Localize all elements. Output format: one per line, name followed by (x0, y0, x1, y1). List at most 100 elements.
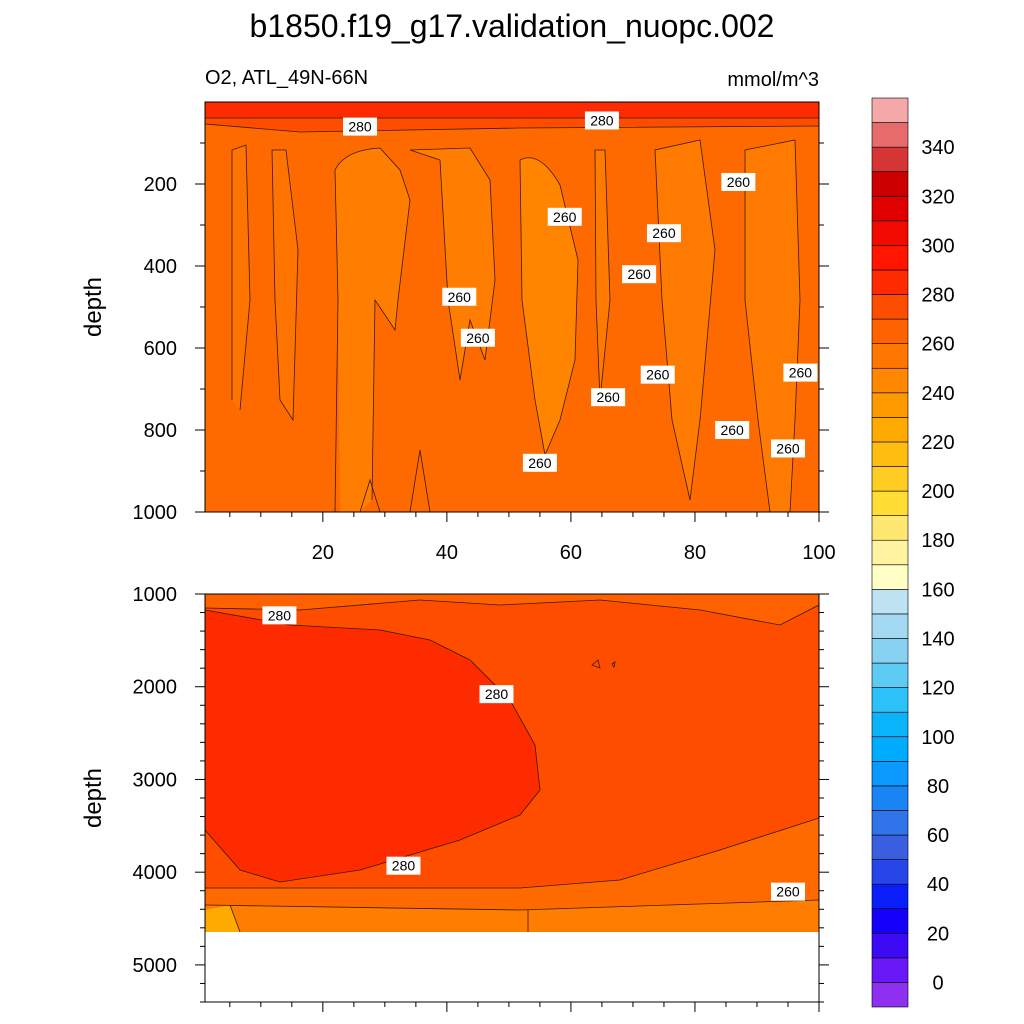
upper-y-tick-label: 1000 (133, 502, 178, 524)
upper-contour-fills (205, 102, 819, 512)
colorbar-swatch (871, 761, 909, 787)
upper-contour-label: 260 (442, 287, 477, 306)
colorbar-swatch (871, 589, 909, 615)
lower-contour-label: 280 (386, 856, 421, 875)
upper-contour-labels: 280 280 260 260 260 260 260 260 260 260 260 260 260 2… (343, 111, 818, 472)
upper-y-tick-label: 800 (144, 420, 177, 442)
colorbar-swatch (871, 490, 909, 516)
upper-contour-label-text: 260 (789, 365, 813, 381)
upper-axis-ticks: 200 400 600 800 1000 20 40 60 80 100 (133, 142, 836, 564)
upper-contour-label-text: 260 (596, 389, 620, 405)
upper-x-tick-label: 100 (802, 542, 835, 564)
lower-y-tick-label: 4000 (133, 862, 178, 884)
colorbar-label: 80 (927, 776, 949, 798)
upper-contour-label-text: 260 (627, 266, 651, 282)
upper-contour-label-bg (646, 224, 681, 243)
lower-contour-label-text: 260 (776, 884, 800, 900)
lower-y-tick-label: 3000 (133, 769, 178, 791)
colorbar-label: 40 (927, 874, 949, 896)
upper-contour-label: 260 (640, 365, 675, 384)
upper-contour-label: 280 (584, 111, 619, 130)
colorbar-label: 340 (921, 137, 954, 159)
upper-contour-label-bg (770, 439, 805, 458)
upper-contour-label-bg (591, 388, 626, 407)
panel-subtitle: O2, ATL_49N-66N (205, 67, 368, 89)
colorbar-swatch (871, 711, 909, 738)
colorbar-swatch (871, 515, 909, 541)
lower-y-tick-label: 5000 (133, 955, 178, 977)
colorbar-label: 160 (921, 579, 954, 601)
colorbar-swatch (871, 564, 909, 590)
colorbar-label: 140 (921, 628, 954, 650)
colorbar-label: 180 (921, 530, 954, 552)
colorbar-label: 20 (927, 923, 949, 945)
lower-contour-label-text: 280 (392, 858, 416, 874)
lower-contour-label-text: 280 (485, 686, 509, 702)
lower-y-tick-label: 1000 (133, 584, 178, 606)
colorbar-label: 220 (921, 432, 954, 454)
colorbar-swatch (871, 638, 909, 664)
upper-x-tick-label: 40 (436, 542, 458, 564)
colorbar-swatch (871, 97, 909, 123)
lower-contour-label-bg (479, 685, 514, 704)
upper-contour-label: 280 (343, 117, 378, 136)
colorbar-swatch (871, 122, 909, 148)
upper-contour-label-text: 260 (652, 225, 676, 241)
colorbar-swatch (871, 441, 909, 467)
colorbar-swatch (871, 318, 909, 344)
colorbar-swatch (871, 687, 909, 713)
units-label: mmol/m^3 (727, 69, 819, 91)
upper-contour-label-bg (640, 365, 675, 384)
colorbar-swatch (871, 736, 909, 762)
colorbar-swatch (871, 220, 909, 246)
upper-contour-label-bg (721, 172, 756, 191)
lower-contour-label: 280 (262, 606, 297, 625)
lower-y-axis-label: depth (80, 768, 107, 828)
upper-contour-label: 260 (783, 363, 818, 382)
upper-y-tick-label: 400 (144, 256, 177, 278)
upper-contour-label-bg (783, 363, 818, 382)
colorbar-swatch (871, 932, 909, 959)
upper-contour-label-bg (715, 421, 750, 439)
upper-x-tick-label: 80 (684, 542, 706, 564)
colorbar-swatch (871, 883, 909, 910)
lower-axis-ticks: 1000 2000 3000 4000 5000 (133, 584, 829, 1012)
colorbar-label: 0 (932, 972, 943, 994)
colorbar-swatch (871, 171, 909, 197)
colorbar-label: 60 (927, 825, 949, 847)
upper-contour-label-bg (622, 265, 657, 284)
upper-x-tick-label: 20 (312, 542, 334, 564)
colorbar-swatch (871, 367, 909, 394)
colorbar-swatch (871, 466, 909, 492)
upper-contour-label-bg (442, 287, 477, 306)
upper-contour-label: 260 (721, 172, 756, 191)
upper-contour-label-bg (547, 207, 582, 226)
upper-contour-label: 260 (646, 224, 681, 243)
upper-contour-label-text: 260 (466, 330, 490, 346)
upper-contour-label-text: 260 (646, 367, 670, 383)
colorbar-swatch (871, 269, 909, 295)
colorbar-label: 300 (921, 235, 954, 257)
upper-contour-label-bg (343, 117, 378, 136)
chart-title: b1850.f19_g17.validation_nuopc.002 (250, 8, 775, 44)
colorbar-swatch (871, 146, 909, 173)
lower-contour-label-bg (770, 882, 805, 901)
colorbar-swatch (871, 662, 909, 688)
upper-contour-label-text: 260 (720, 422, 744, 438)
lower-contour-lines (205, 599, 819, 932)
upper-contour-label: 260 (591, 388, 626, 407)
lower-contour-labels: 280 280 280 260 (262, 606, 805, 901)
upper-contour-label-text: 260 (727, 174, 751, 190)
upper-x-tick-label: 60 (560, 542, 582, 564)
upper-contour-label: 260 (622, 265, 657, 284)
colorbar-label: 120 (921, 678, 954, 700)
colorbar-label: 200 (921, 481, 954, 503)
colorbar: 0 20 40 60 80 100 120 140 160 180 200 220 240 260 280 3… (871, 97, 955, 1008)
lower-contour-label: 260 (770, 882, 805, 901)
upper-contour-label: 260 (547, 207, 582, 226)
lower-y-tick-label: 2000 (133, 677, 178, 699)
lower-contour-label-bg (386, 856, 421, 875)
upper-y-tick-label: 200 (144, 174, 177, 196)
colorbar-label: 280 (921, 285, 954, 307)
